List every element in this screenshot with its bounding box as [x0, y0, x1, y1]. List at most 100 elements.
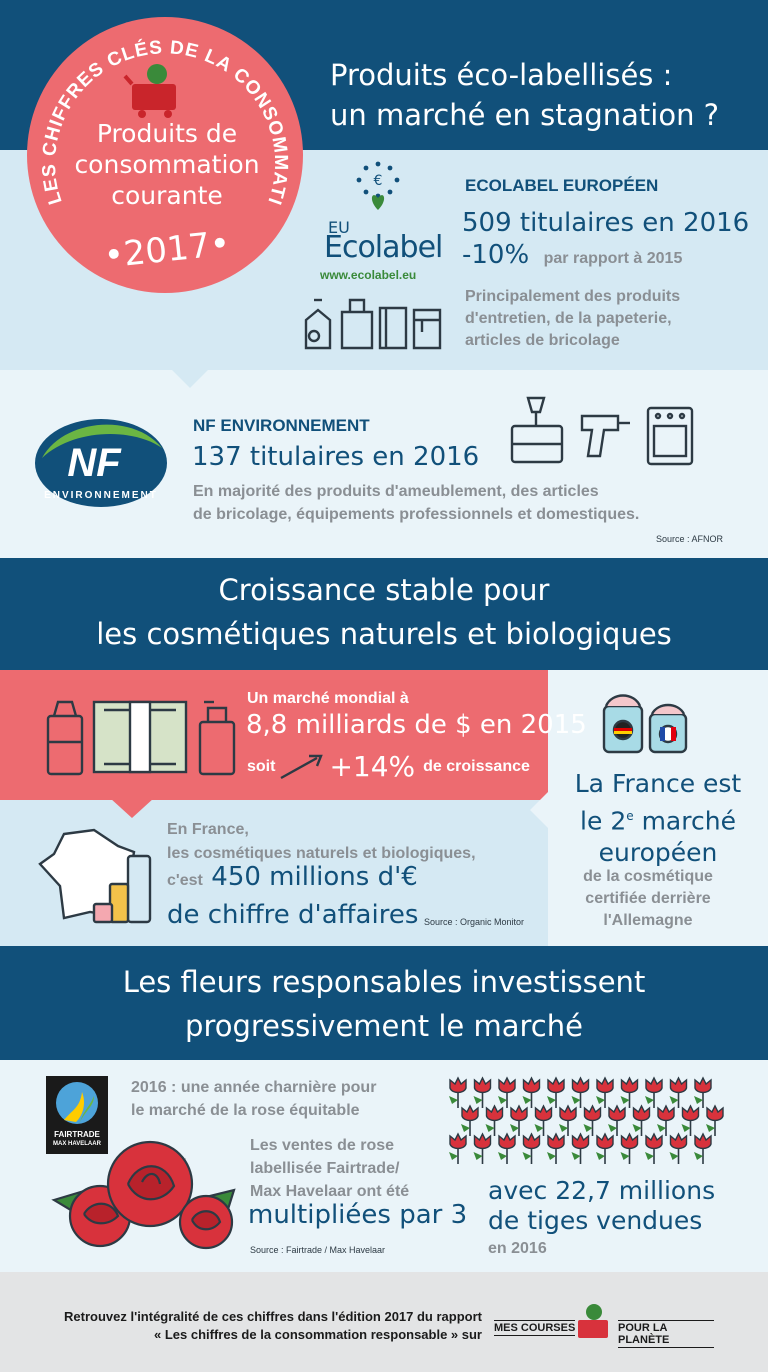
flowers-stems: avec 22,7 millions de tiges vendues: [488, 1176, 715, 1236]
section1-title-line1: Produits éco-labellisés :: [330, 58, 673, 92]
france-stat2: de chiffre d'affaires: [167, 900, 419, 930]
section3-title-line1: Les fleurs responsables investissent: [122, 965, 646, 999]
ecolabel-desc-line3: articles de bricolage: [465, 332, 620, 349]
rose-icon: [449, 1076, 467, 1108]
rose-icon: [510, 1104, 528, 1136]
world-soit: soit: [247, 757, 276, 775]
ecolabel-desc: Principalement des produits d'entretien,…: [465, 286, 680, 352]
rose-icon: [571, 1076, 590, 1108]
rank-line2-pre: le 2: [580, 806, 627, 836]
rank-line2-sup: e: [626, 809, 634, 823]
ecolabel-change-note: par rapport à 2015: [543, 250, 683, 267]
footer-line2: « Les chiffres de la consommation respon…: [154, 1327, 482, 1342]
flowers-stems2: de tiges vendues: [488, 1206, 703, 1235]
section2-title-line1: Croissance stable pour: [218, 573, 550, 607]
flowers-sales-stat: multipliées par 3: [248, 1200, 468, 1230]
growth-arrow-icon: [280, 754, 324, 779]
basket-icon: [123, 64, 176, 118]
rose-icon: [645, 1076, 663, 1108]
nf-desc-line2: de bricolage, équipements professionnels…: [193, 506, 640, 523]
cosmetics-money-icon: [46, 700, 236, 776]
rose-icon: [669, 1076, 688, 1108]
fairtrade-logo: FAIRTRADE MAX HAVELAAR: [46, 1076, 108, 1154]
rose-icon: [694, 1076, 712, 1108]
rose-icon: [559, 1104, 577, 1136]
footer-text: Retrouvez l'intégralité de ces chiffres …: [10, 1308, 482, 1344]
footer-site-logo[interactable]: MES COURSES POUR LA PLANÈTE: [494, 1300, 714, 1348]
rank-title: La France est le 2e marché européen: [548, 768, 768, 869]
ecolabel-logo: € EU Ecolabel www.ecolabel.eu: [318, 160, 448, 286]
rose-icon: [620, 1132, 639, 1164]
flowers-intro2: le marché de la rose équitable: [131, 1102, 360, 1119]
rose-icon: [461, 1104, 479, 1136]
rank-line2-post: marché: [633, 806, 736, 836]
rose-icon: [583, 1104, 602, 1136]
rose-icon: [608, 1104, 626, 1136]
nf-heading: NF ENVIRONNEMENT: [193, 416, 370, 435]
world-growth-row: soit +14% de croissance: [247, 750, 530, 783]
rose-icon: [534, 1104, 553, 1136]
pink-pointer: [110, 798, 154, 818]
rose-icon: [645, 1132, 663, 1164]
flowers-sales2: labellisée Fairtrade/: [250, 1160, 400, 1177]
footer: [0, 1272, 768, 1372]
roses-bouquet-icon: [51, 1140, 236, 1250]
badge-circle: LES CHIFFRES CLÉS DE LA CONSOMMATION RES…: [22, 12, 303, 293]
section2-title: Croissance stable pour les cosmétiques n…: [0, 568, 768, 656]
ecolabel-change-row: -10% par rapport à 2015: [462, 240, 682, 270]
flowers-sales: Les ventes de rose labellisée Fairtrade/…: [250, 1134, 409, 1203]
rank-desc2: certifiée derrière: [585, 890, 711, 907]
ecolabel-heading: ECOLABEL EUROPÉEN: [465, 176, 659, 195]
rank-pointer: [530, 790, 550, 830]
nf-logo: NF ENVIRONNEMENT: [35, 419, 167, 507]
flowers-sales1: Les ventes de rose: [250, 1137, 395, 1154]
rose-icon: [473, 1132, 492, 1164]
france-stat-row: c'est 450 millions d'€: [167, 862, 418, 892]
rose-icon: [681, 1104, 700, 1136]
rose-icon: [473, 1076, 492, 1108]
section2-header: [0, 558, 768, 670]
rose-icon: [596, 1076, 614, 1108]
fairtrade-logo-line1: FAIRTRADE: [54, 1130, 100, 1139]
ecolabel-logo-name: Ecolabel: [324, 230, 443, 265]
rose-grid-icon: [449, 1076, 724, 1164]
cosmetic-jars-flags-icon: [602, 694, 688, 754]
nf-logo-sub: ENVIRONNEMENT: [44, 490, 158, 501]
rose-icon: [706, 1104, 724, 1136]
ecolabel-logo-url: www.ecolabel.eu: [320, 268, 417, 282]
ecolabel-desc-line1: Principalement des produits: [465, 288, 681, 305]
rank-desc1: de la cosmétique: [583, 868, 713, 885]
badge-line2: consommation: [74, 150, 260, 179]
section1-title-line2: un marché en stagnation ?: [330, 98, 720, 132]
nf-desc-line1: En majorité des produits d'ameublement, …: [193, 483, 599, 500]
rose-icon: [632, 1104, 651, 1136]
rose-icon: [547, 1132, 565, 1164]
eu-stars-icon: €: [356, 161, 400, 210]
france-line1: En France,: [167, 821, 249, 838]
furniture-appliances-icon: [510, 396, 694, 466]
rose-icon: [547, 1076, 565, 1108]
rank-desc: de la cosmétique certifiée derrière l'Al…: [548, 866, 748, 932]
cleaning-products-icon: [304, 298, 442, 350]
ecolabel-change: -10%: [462, 240, 530, 270]
rose-icon: [449, 1132, 467, 1164]
rose-icon: [657, 1104, 675, 1136]
flowers-sales3: Max Havelaar ont été: [250, 1183, 410, 1200]
footer-logo-right: POUR LA PLANÈTE: [618, 1320, 714, 1348]
badge-line1: Produits de: [96, 119, 238, 148]
fairtrade-logo-line2: MAX HAVELAAR: [53, 1141, 101, 1147]
nf-logo-text: NF: [67, 441, 122, 485]
france-source: Source : Organic Monitor: [424, 917, 525, 927]
rose-icon: [498, 1132, 516, 1164]
rose-icon: [522, 1076, 541, 1108]
footer-basket-icon: [578, 1304, 608, 1338]
ecolabel-desc-line2: d'entretien, de la papeterie,: [465, 310, 672, 327]
section1-title: Produits éco-labellisés : un marché en s…: [330, 55, 719, 135]
rank-line2: le 2e marché: [548, 800, 768, 837]
section3-title-line2: progressivement le marché: [185, 1009, 583, 1043]
rose-icon: [620, 1076, 639, 1108]
flowers-intro: 2016 : une année charnière pour le march…: [131, 1076, 376, 1122]
rose-icon: [596, 1132, 614, 1164]
france-line2: les cosmétiques naturels et biologiques,: [167, 845, 476, 862]
ecolabel-logo-eu: EU: [328, 218, 350, 237]
